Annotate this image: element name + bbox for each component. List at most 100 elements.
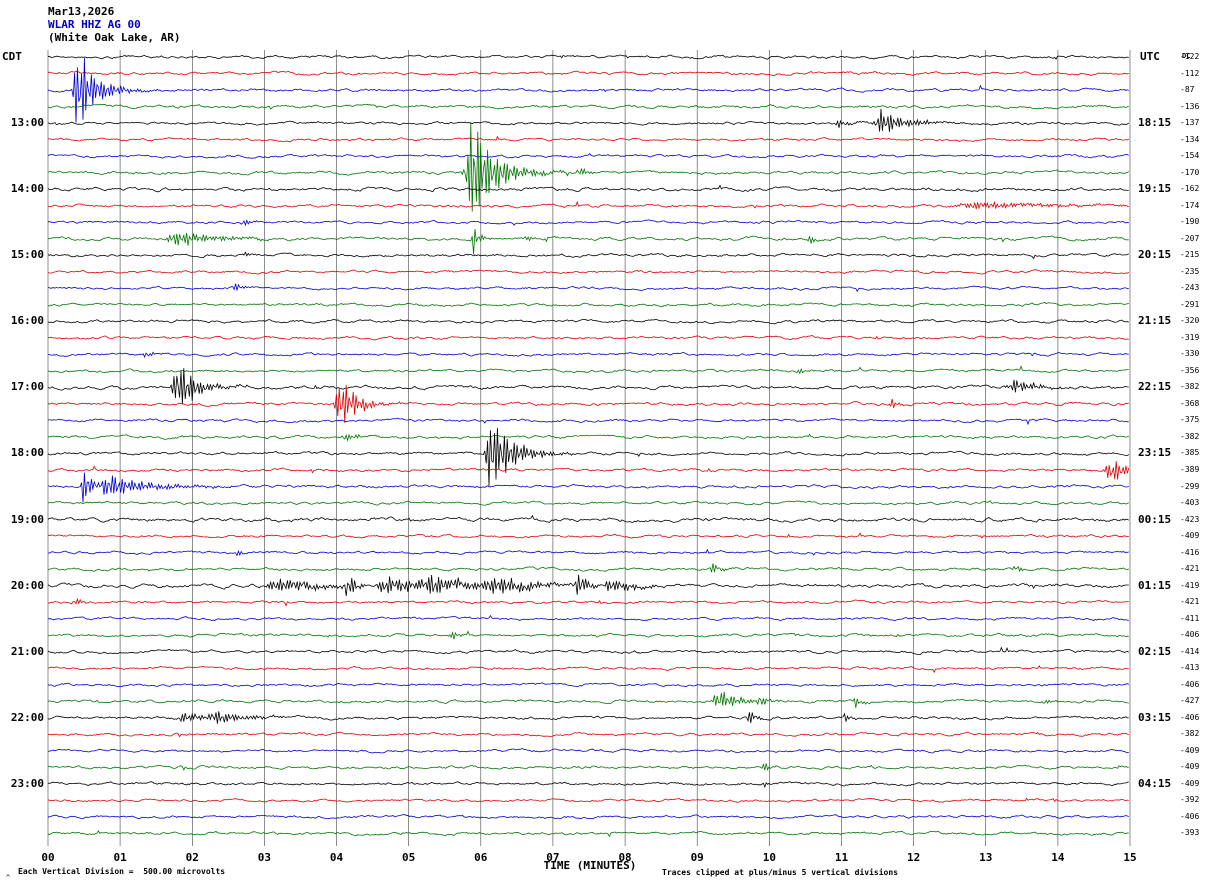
- trace-row: [47, 417, 1129, 426]
- left-time-label: 15:00: [10, 248, 44, 262]
- trace-row: [47, 302, 1129, 308]
- dc-offset-label: -299: [1180, 481, 1200, 491]
- dc-offset-label: -409: [1180, 531, 1200, 541]
- dc-offset-label: -122: [1180, 52, 1200, 61]
- trace-row: [47, 548, 1129, 557]
- x-tick-label: 05: [402, 851, 416, 864]
- dc-offset-label: -136: [1180, 101, 1200, 111]
- dc-offset-label: -392: [1180, 795, 1200, 805]
- right-axis-header: UTC: [1140, 50, 1160, 63]
- trace-row: [47, 335, 1129, 341]
- dc-offset-label: -190: [1180, 217, 1200, 227]
- trace-row: [47, 682, 1129, 688]
- trace-row: [47, 229, 1129, 255]
- x-tick-label: 08: [618, 851, 632, 864]
- trace-row: [47, 500, 1129, 506]
- dc-offset-label: -330: [1180, 349, 1200, 359]
- dc-offset-label: -112: [1180, 68, 1200, 78]
- trace-row: [47, 70, 1129, 77]
- x-tick-label: 11: [834, 851, 849, 864]
- dc-offset-label: -403: [1180, 498, 1200, 508]
- utc-time-label: 18:15: [1138, 116, 1172, 130]
- footer-left-note: Each Vertical Division = 500.00 microvol…: [18, 867, 226, 876]
- utc-time-label: 19:15: [1138, 182, 1172, 196]
- dc-offset-label: -137: [1180, 118, 1200, 128]
- trace-row: [47, 514, 1129, 523]
- trace-row: [47, 665, 1129, 674]
- left-axis-header: CDT: [2, 50, 22, 63]
- trace-row: [47, 283, 1129, 293]
- trace-row: [47, 251, 1129, 260]
- trace-row: [47, 385, 1129, 423]
- dc-offset-label: -406: [1180, 630, 1200, 640]
- x-tick-label: 10: [762, 851, 776, 864]
- title-location: (White Oak Lake, AR): [48, 31, 181, 44]
- dc-offset-label: -421: [1180, 564, 1200, 574]
- x-tick-label: 00: [41, 851, 55, 864]
- dc-offset-label: -419: [1180, 580, 1200, 590]
- utc-time-label: 23:15: [1138, 446, 1172, 460]
- trace-row: [47, 711, 1129, 724]
- trace-row: [47, 200, 1129, 210]
- utc-time-label: 22:15: [1138, 380, 1172, 394]
- dc-offset-label: -406: [1180, 712, 1200, 722]
- dc-offset-label: -382: [1180, 382, 1200, 392]
- utc-time-label: 00:15: [1138, 512, 1172, 526]
- utc-time-label: 01:15: [1138, 578, 1172, 592]
- trace-row: [47, 54, 1129, 60]
- utc-time-label: 21:15: [1138, 314, 1172, 328]
- utc-time-label: 20:15: [1138, 248, 1172, 262]
- dc-offset-label: -393: [1180, 828, 1200, 838]
- left-time-label: 14:00: [10, 182, 44, 196]
- left-time-label: 18:00: [10, 446, 44, 460]
- dc-offset-label: -368: [1180, 398, 1200, 408]
- dc-offset-label: -375: [1180, 415, 1200, 425]
- trace-row: [47, 368, 1129, 405]
- x-tick-label: 09: [690, 851, 704, 864]
- trace-row: [47, 108, 1130, 132]
- trace-row: [47, 763, 1129, 771]
- trace-row: [47, 219, 1129, 227]
- utc-time-label: 03:15: [1138, 710, 1172, 724]
- trace-row: [47, 135, 1129, 143]
- x-tick-label: 07: [546, 851, 560, 864]
- trace-row: [47, 269, 1130, 275]
- dc-offset-label: -385: [1180, 448, 1200, 458]
- dc-offset-label: -416: [1180, 547, 1200, 557]
- dc-offset-label: -174: [1180, 200, 1200, 210]
- title-date: Mar13,2026: [48, 5, 115, 18]
- utc-time-label: 02:15: [1138, 644, 1172, 658]
- dc-offset-label: -162: [1180, 184, 1200, 194]
- dc-offset-label: -207: [1180, 233, 1200, 243]
- trace-row: [47, 748, 1129, 754]
- trace-row: [47, 184, 1129, 193]
- dc-offset-label: -87: [1180, 85, 1195, 95]
- trace-row: [47, 830, 1129, 838]
- x-tick-label: 06: [474, 851, 488, 864]
- left-time-label: 23:00: [10, 776, 44, 790]
- trace-row: [47, 691, 1129, 708]
- dc-offset-label: -356: [1180, 365, 1200, 375]
- trace-row: [47, 574, 1129, 596]
- utc-time-label: 04:15: [1138, 776, 1172, 790]
- left-time-label: 17:00: [10, 380, 44, 394]
- dc-offset-label: -382: [1180, 729, 1200, 739]
- dc-offset-label: -389: [1180, 465, 1200, 474]
- x-axis-title: TIME (MINUTES): [543, 859, 637, 872]
- trace-row: [47, 103, 1129, 110]
- x-tick-label: 01: [113, 851, 127, 864]
- trace-row: [47, 153, 1129, 159]
- dc-offset-label: -154: [1180, 151, 1200, 161]
- dc-offset-label: -170: [1180, 167, 1200, 177]
- dc-offset-label: -319: [1180, 332, 1200, 342]
- dc-offset-label: -215: [1180, 250, 1200, 260]
- dc-offset-label: -406: [1180, 811, 1200, 821]
- trace-row: [47, 814, 1129, 820]
- dc-offset-label: -235: [1180, 266, 1200, 276]
- x-tick-label: 14: [1051, 851, 1065, 864]
- trace-row: [47, 630, 1129, 640]
- dc-offset-label: -406: [1180, 679, 1200, 689]
- left-time-label: 21:00: [10, 644, 44, 658]
